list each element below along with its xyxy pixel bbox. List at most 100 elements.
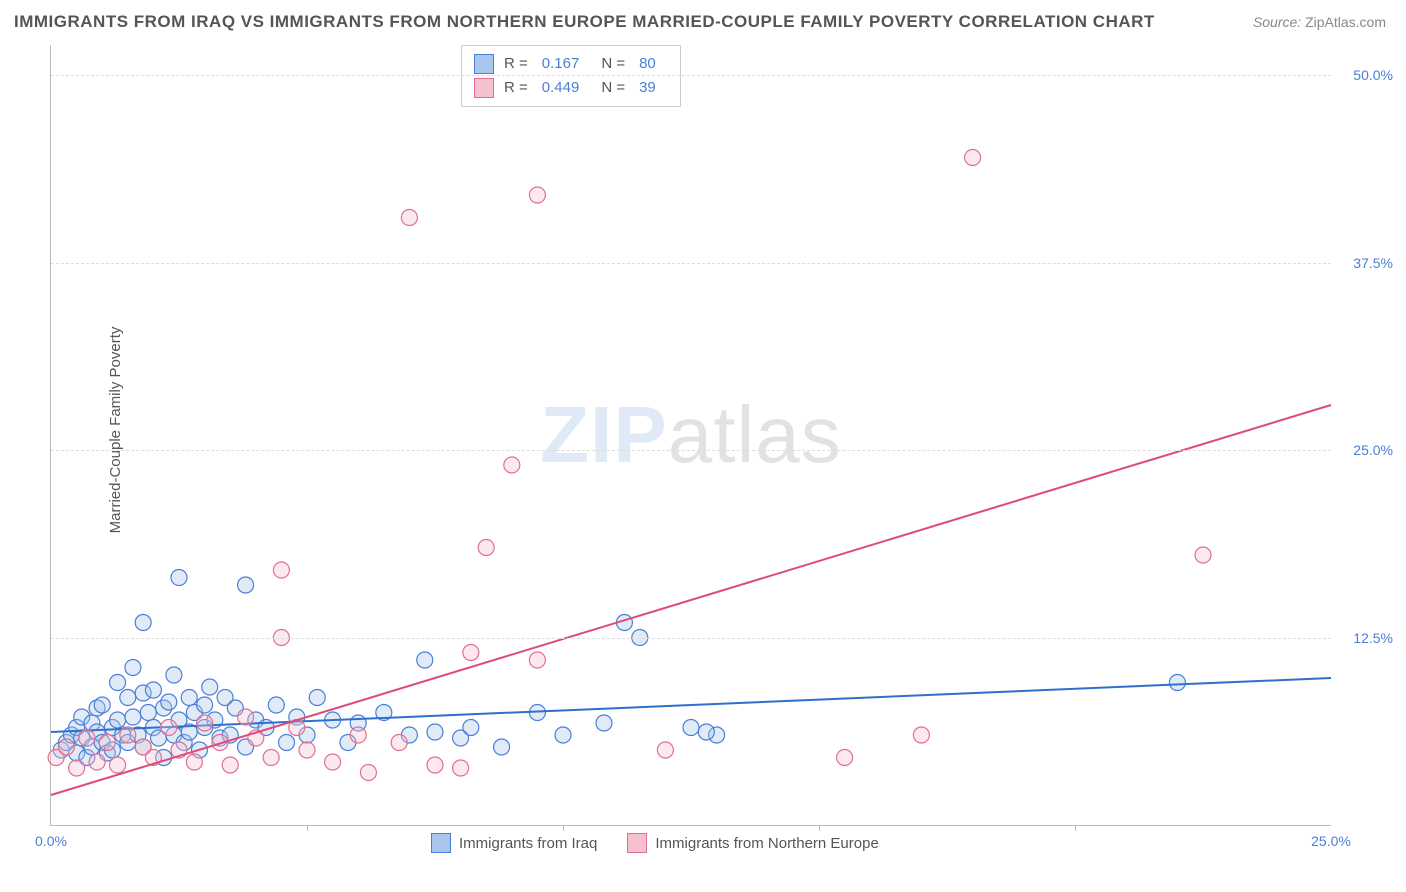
data-point	[325, 754, 341, 770]
data-point	[171, 570, 187, 586]
series-name-1: Immigrants from Iraq	[459, 835, 597, 852]
data-point	[1195, 547, 1211, 563]
data-point	[913, 727, 929, 743]
data-point	[268, 697, 284, 713]
data-point	[181, 690, 197, 706]
n-label-1: N =	[601, 52, 625, 76]
data-point	[69, 760, 85, 776]
r-value-2: 0.449	[542, 76, 580, 100]
data-point	[161, 720, 177, 736]
x-tick-mark	[307, 825, 308, 831]
data-point	[698, 724, 714, 740]
data-point	[478, 540, 494, 556]
data-point	[360, 765, 376, 781]
data-point	[427, 724, 443, 740]
data-point	[110, 712, 126, 728]
data-point	[166, 667, 182, 683]
x-tick-label: 0.0%	[35, 833, 67, 849]
n-value-1: 80	[639, 52, 656, 76]
gridline	[51, 263, 1331, 264]
data-point	[683, 720, 699, 736]
data-point	[120, 727, 136, 743]
n-label-2: N =	[601, 76, 625, 100]
series-legend-item-2: Immigrants from Northern Europe	[627, 833, 878, 853]
n-value-2: 39	[639, 76, 656, 100]
legend-swatch-neurope	[474, 78, 494, 98]
data-point	[273, 562, 289, 578]
data-point	[309, 690, 325, 706]
data-point	[965, 150, 981, 166]
data-point	[79, 730, 95, 746]
data-point	[197, 715, 213, 731]
data-point	[99, 735, 115, 751]
data-point	[161, 694, 177, 710]
source-attribution: Source: ZipAtlas.com	[1253, 14, 1386, 30]
y-tick-label: 37.5%	[1353, 255, 1393, 271]
data-point	[94, 697, 110, 713]
data-point	[110, 675, 126, 691]
data-point	[110, 757, 126, 773]
data-point	[120, 690, 136, 706]
x-tick-mark	[819, 825, 820, 831]
correlation-legend: R = 0.167 N = 80 R = 0.449 N = 39	[461, 45, 681, 107]
data-point	[453, 760, 469, 776]
data-point	[202, 679, 218, 695]
data-point	[263, 750, 279, 766]
data-point	[401, 210, 417, 226]
legend-row-2: R = 0.449 N = 39	[474, 76, 668, 100]
data-point	[837, 750, 853, 766]
svg-layer	[51, 45, 1331, 825]
data-point	[279, 735, 295, 751]
data-point	[58, 739, 74, 755]
y-tick-label: 12.5%	[1353, 630, 1393, 646]
legend-swatch-iraq	[474, 54, 494, 74]
r-label-1: R =	[504, 52, 528, 76]
r-label-2: R =	[504, 76, 528, 100]
x-tick-mark	[563, 825, 564, 831]
data-point	[125, 709, 141, 725]
data-point	[1169, 675, 1185, 691]
data-point	[222, 757, 238, 773]
data-point	[463, 720, 479, 736]
scatter-plot-area: ZIPatlas R = 0.167 N = 80 R = 0.449 N = …	[50, 45, 1331, 826]
data-point	[391, 735, 407, 751]
data-point	[145, 682, 161, 698]
source-value: ZipAtlas.com	[1305, 14, 1386, 30]
data-point	[238, 577, 254, 593]
data-point	[135, 615, 151, 631]
legend-row-1: R = 0.167 N = 80	[474, 52, 668, 76]
series-swatch-neurope	[627, 833, 647, 853]
gridline	[51, 638, 1331, 639]
data-point	[657, 742, 673, 758]
y-tick-label: 25.0%	[1353, 442, 1393, 458]
data-point	[427, 757, 443, 773]
data-point	[350, 727, 366, 743]
series-legend: Immigrants from Iraq Immigrants from Nor…	[431, 833, 879, 853]
chart-title: IMMIGRANTS FROM IRAQ VS IMMIGRANTS FROM …	[14, 12, 1155, 32]
y-tick-label: 50.0%	[1353, 67, 1393, 83]
series-legend-item-1: Immigrants from Iraq	[431, 833, 597, 853]
series-name-2: Immigrants from Northern Europe	[655, 835, 878, 852]
r-value-1: 0.167	[542, 52, 580, 76]
data-point	[140, 705, 156, 721]
data-point	[596, 715, 612, 731]
data-point	[555, 727, 571, 743]
data-point	[529, 187, 545, 203]
data-point	[463, 645, 479, 661]
x-tick-mark	[1075, 825, 1076, 831]
gridline	[51, 450, 1331, 451]
data-point	[197, 697, 213, 713]
data-point	[238, 709, 254, 725]
x-tick-label: 25.0%	[1311, 833, 1351, 849]
trend-line	[51, 405, 1331, 795]
data-point	[299, 742, 315, 758]
data-point	[494, 739, 510, 755]
gridline	[51, 75, 1331, 76]
data-point	[504, 457, 520, 473]
data-point	[417, 652, 433, 668]
series-swatch-iraq	[431, 833, 451, 853]
data-point	[89, 754, 105, 770]
data-point	[529, 652, 545, 668]
data-point	[125, 660, 141, 676]
data-point	[186, 754, 202, 770]
